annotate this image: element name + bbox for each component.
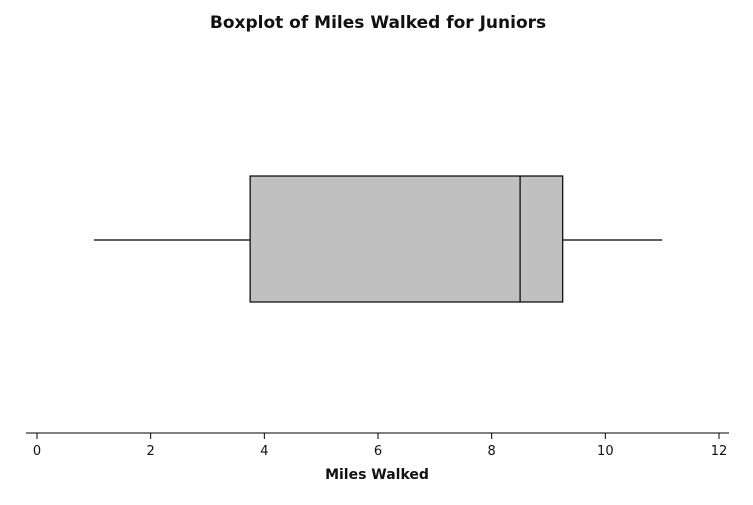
x-axis-ticks: 0 2 4 6 8 10 12 — [33, 433, 727, 459]
plot-area — [93, 175, 663, 303]
x-tick-label: 12 — [711, 444, 728, 459]
chart-title: Boxplot of Miles Walked for Juniors — [210, 13, 546, 33]
x-axis-label: Miles Walked — [325, 467, 429, 483]
interquartile-box — [249, 175, 564, 303]
x-tick-label: 10 — [597, 444, 614, 459]
x-tick-label: 8 — [488, 444, 496, 459]
x-tick-label: 6 — [374, 444, 382, 459]
x-tick-label: 2 — [147, 444, 155, 459]
x-tick-label: 0 — [33, 444, 41, 459]
x-tick-label: 4 — [260, 444, 268, 459]
